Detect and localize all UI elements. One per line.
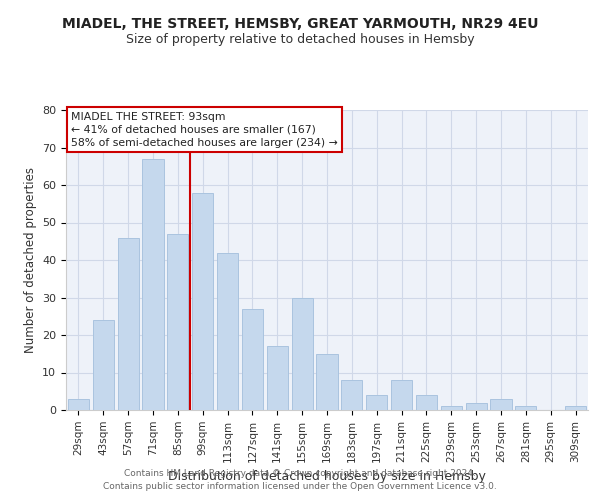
Bar bbox=[118, 238, 139, 410]
Bar bbox=[316, 354, 338, 410]
Text: Size of property relative to detached houses in Hemsby: Size of property relative to detached ho… bbox=[125, 32, 475, 46]
X-axis label: Distribution of detached houses by size in Hemsby: Distribution of detached houses by size … bbox=[168, 470, 486, 483]
Bar bbox=[167, 234, 188, 410]
Bar bbox=[217, 252, 238, 410]
Bar bbox=[391, 380, 412, 410]
Bar bbox=[466, 402, 487, 410]
Bar bbox=[242, 308, 263, 410]
Bar bbox=[68, 399, 89, 410]
Bar bbox=[142, 159, 164, 410]
Bar bbox=[441, 406, 462, 410]
Text: MIADEL THE STREET: 93sqm
← 41% of detached houses are smaller (167)
58% of semi-: MIADEL THE STREET: 93sqm ← 41% of detach… bbox=[71, 112, 338, 148]
Bar bbox=[192, 192, 213, 410]
Text: Contains HM Land Registry data © Crown copyright and database right 2024.: Contains HM Land Registry data © Crown c… bbox=[124, 468, 476, 477]
Y-axis label: Number of detached properties: Number of detached properties bbox=[23, 167, 37, 353]
Text: MIADEL, THE STREET, HEMSBY, GREAT YARMOUTH, NR29 4EU: MIADEL, THE STREET, HEMSBY, GREAT YARMOU… bbox=[62, 18, 538, 32]
Bar bbox=[565, 406, 586, 410]
Text: Contains public sector information licensed under the Open Government Licence v3: Contains public sector information licen… bbox=[103, 482, 497, 491]
Bar bbox=[292, 298, 313, 410]
Bar bbox=[93, 320, 114, 410]
Bar bbox=[366, 395, 387, 410]
Bar bbox=[341, 380, 362, 410]
Bar bbox=[416, 395, 437, 410]
Bar bbox=[267, 346, 288, 410]
Bar bbox=[490, 399, 512, 410]
Bar bbox=[515, 406, 536, 410]
